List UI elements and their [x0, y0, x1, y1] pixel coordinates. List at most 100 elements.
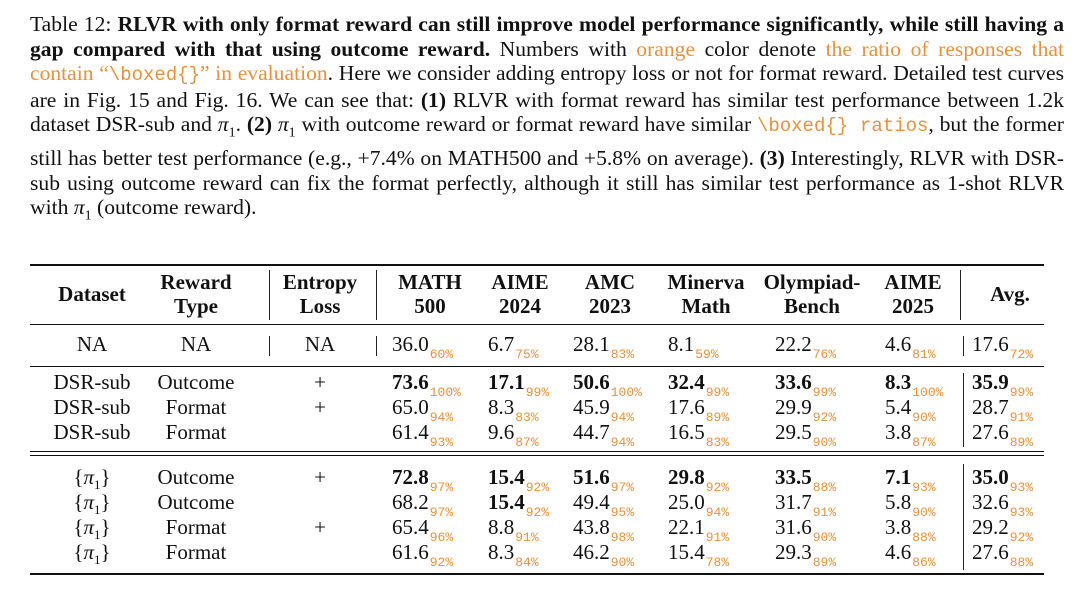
boxed-ratio: 89%	[1009, 435, 1034, 450]
caption-point-1: (1)	[420, 87, 447, 112]
column-header: Olympiad- Bench	[742, 270, 882, 318]
boxed-ratio: 97%	[429, 505, 454, 520]
score-value: 8.3	[488, 395, 515, 419]
boxed-ratio: 94%	[429, 410, 454, 425]
value-cell: 35.093%	[972, 466, 1034, 495]
value-cell: 45.994%	[573, 396, 634, 425]
score-value: 44.7	[573, 420, 610, 444]
boxed-ratio: 99%	[812, 385, 837, 400]
boxed-ratio: 91%	[705, 530, 730, 545]
column-separator	[963, 464, 965, 570]
value-cell: 22.191%	[668, 515, 730, 545]
value-cell: 49.495%	[573, 491, 635, 520]
boxed-ratio: 94%	[705, 505, 730, 520]
boxed-ratio: 83%	[515, 410, 539, 425]
value-cell: 25.094%	[668, 491, 730, 520]
score-value: 32.6	[972, 490, 1009, 514]
score-value: 61.6	[392, 540, 429, 564]
column-header: AIME 2024	[450, 270, 590, 318]
score-value: 29.3	[775, 540, 812, 564]
reward-type-cell: Outcome	[157, 490, 235, 514]
score-value: 27.6	[972, 420, 1009, 444]
caption-text: RLVR with format reward has similar test…	[30, 87, 1064, 137]
boxed-ratio: 89%	[705, 410, 730, 425]
boxed-ratio: 97%	[429, 480, 454, 495]
score-value: 29.2	[972, 515, 1009, 539]
boxed-ratio: 99%	[1009, 385, 1034, 400]
value-cell: 29.389%	[775, 540, 836, 570]
boxed-ratio: 81%	[912, 347, 936, 362]
score-value: 8.3	[488, 540, 515, 564]
value-cell: 9.687%	[488, 421, 539, 450]
column-header-line: AIME	[491, 270, 549, 294]
value-cell: 3.887%	[885, 420, 936, 450]
boxed-ratio: 93%	[1009, 480, 1034, 495]
boxed-ratio: 92%	[525, 505, 550, 520]
caption-point-3: (3)	[759, 146, 785, 171]
score-value: 15.4	[488, 490, 525, 514]
value-cell: 73.6100%	[392, 371, 461, 400]
score-value: 8.3	[885, 370, 912, 394]
value-cell: 29.992%	[775, 396, 836, 425]
score-value: 51.6	[573, 465, 610, 489]
value-cell: 15.478%	[668, 540, 729, 570]
column-header-line: 2023	[589, 294, 631, 318]
value-cell: 16.583%	[668, 421, 729, 450]
caption-orange-phrase-b: ” in evaluation	[200, 61, 328, 86]
value-cell: 22.276%	[775, 333, 836, 362]
boxed-ratio: 88%	[812, 480, 837, 495]
column-header-line: AIME	[884, 270, 942, 294]
score-value: 36.0	[392, 332, 429, 356]
value-cell: 8.159%	[668, 333, 719, 362]
column-header-line: AMC	[584, 270, 636, 294]
score-value: 22.1	[668, 515, 705, 539]
column-header-line: Reward	[160, 270, 232, 294]
column-header-line: MATH	[398, 270, 462, 294]
boxed-ratio: 95%	[610, 505, 635, 520]
boxed-ratio: 84%	[515, 555, 539, 570]
value-cell: 4.681%	[885, 333, 936, 362]
score-value: 29.8	[668, 465, 705, 489]
score-value: 5.8	[885, 490, 912, 514]
table-rule	[30, 455, 1044, 457]
column-separator	[269, 270, 271, 320]
value-cell: 8.891%	[488, 516, 539, 545]
value-cell: 15.492%	[488, 466, 549, 495]
value-cell: 61.493%	[392, 420, 454, 450]
reward-type-cell: Format	[165, 420, 227, 444]
column-header-line: 2025	[892, 294, 934, 318]
value-cell: 32.499%	[668, 371, 729, 400]
boxed-ratio: 87%	[515, 435, 539, 450]
score-value: 29.5	[775, 420, 812, 444]
dataset-cell: DSR-sub	[53, 395, 131, 419]
column-header-line: Type	[174, 294, 218, 318]
value-cell: 68.297%	[392, 491, 454, 520]
column-separator	[963, 336, 965, 356]
reward-type-cell: NA	[180, 332, 212, 356]
boxed-ratio: 93%	[429, 435, 454, 450]
score-value: 15.4	[668, 540, 705, 564]
caption-pi-subscript: 1	[84, 208, 92, 224]
dataset-cell: {π1}	[73, 515, 111, 543]
value-cell: 7.193%	[885, 466, 936, 495]
caption-text: Numbers with	[490, 36, 637, 61]
column-header-line: Avg.	[990, 282, 1030, 306]
score-value: 50.6	[573, 370, 610, 394]
column-header-line: Loss	[299, 294, 341, 318]
table-rule	[30, 324, 1044, 325]
caption-text: . Here we consider adding entropy loss o…	[30, 61, 1065, 112]
caption-boxed-code: \boxed{}	[108, 64, 201, 87]
reward-type-cell: Outcome	[157, 370, 235, 394]
boxed-ratio: 91%	[1009, 410, 1034, 425]
value-cell: 17.199%	[488, 371, 550, 400]
column-header-line: Math	[681, 294, 731, 318]
boxed-ratio: 99%	[525, 385, 550, 400]
score-value: 61.4	[392, 420, 429, 444]
boxed-ratio: 91%	[812, 505, 837, 520]
column-separator	[269, 336, 271, 356]
value-cell: 28.183%	[573, 333, 634, 362]
caption-text: Interestingly, RLVR with DSR-sub using o…	[30, 146, 1064, 220]
entropy-loss-cell: +	[314, 370, 326, 394]
score-value: 3.8	[885, 420, 912, 444]
boxed-ratio: 98%	[610, 530, 635, 545]
